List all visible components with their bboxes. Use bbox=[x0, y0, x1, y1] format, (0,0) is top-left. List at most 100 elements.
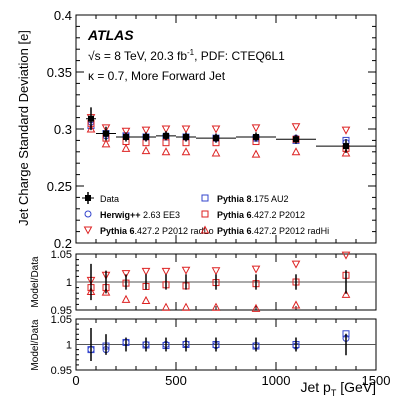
y-tick-label: 0.3 bbox=[54, 122, 72, 137]
legend-label-bold: Pythia 8 bbox=[217, 194, 252, 204]
ratio-point-p6hi bbox=[291, 300, 301, 309]
ratio-point-p6hi bbox=[251, 303, 261, 312]
data-point bbox=[213, 135, 219, 142]
point-p6hi bbox=[211, 148, 221, 157]
info-line-1: √s = 8 TeV, 20.3 fb-1, PDF: CTEQ6L1 bbox=[88, 48, 285, 63]
data-point bbox=[293, 136, 299, 143]
ratio-point-p6lo bbox=[211, 267, 221, 276]
legend-label-rest: Data bbox=[100, 194, 119, 204]
ratio-point-p6hi bbox=[181, 302, 191, 311]
legend: Data Pythia 8.175 AU2 Herwig++ 2.63 EE3 Pyt… bbox=[82, 192, 329, 236]
ratio-point-p6hi bbox=[101, 287, 111, 296]
legend-label: Pythia 8.175 AU2 bbox=[217, 194, 289, 204]
ratio-tick-label: 0.95 bbox=[51, 365, 72, 377]
legend-label-rest: .427.2 P2012 radLo bbox=[135, 226, 214, 236]
ratio-tick-label: 1.05 bbox=[51, 314, 72, 326]
point-p6hi bbox=[251, 149, 261, 158]
point-p6hi bbox=[121, 143, 131, 152]
legend-marker-herwig bbox=[84, 210, 92, 218]
point-p6hi bbox=[86, 124, 96, 133]
legend-label-rest: .175 AU2 bbox=[252, 194, 289, 204]
ratio-tick-label: 1.05 bbox=[51, 249, 72, 261]
point-p6lo bbox=[251, 124, 261, 133]
axis-ticks: 0 500 1000 15000.20.250.30.350.40.9511.050.… bbox=[47, 8, 391, 388]
data-point bbox=[343, 143, 349, 150]
ratio-point-p6lo bbox=[141, 267, 151, 276]
ratio-point-p6lo bbox=[291, 260, 301, 269]
point-p6lo bbox=[121, 127, 131, 136]
data-marks bbox=[86, 107, 376, 362]
point-p6lo bbox=[291, 123, 301, 132]
ratio2-y-label: Model/Data bbox=[30, 319, 41, 371]
point-p6lo bbox=[211, 125, 221, 134]
point-p6hi bbox=[161, 147, 171, 156]
info-line-1-sup: -1 bbox=[187, 48, 195, 57]
data-point bbox=[88, 115, 94, 122]
x-tick-label: 1000 bbox=[262, 373, 291, 388]
legend-label-bold: Pythia 6 bbox=[217, 226, 252, 236]
point-p6lo bbox=[181, 125, 191, 134]
x-tick-label: 0 bbox=[72, 373, 79, 388]
info-line-1-suffix: , PDF: CTEQ6L1 bbox=[194, 49, 285, 63]
y-tick-label: 0.2 bbox=[54, 236, 72, 251]
ratio-tick-label: 0.95 bbox=[51, 305, 72, 317]
ratio-tick-label: 1 bbox=[66, 277, 72, 289]
point-p6lo bbox=[101, 124, 111, 133]
x-axis-label-sub: T bbox=[331, 388, 337, 398]
point-p6hi bbox=[141, 146, 151, 155]
ratio-point-p6lo bbox=[341, 251, 351, 260]
ratio-point-p6hi bbox=[121, 294, 131, 303]
legend-label-bold: Pythia 6 bbox=[100, 226, 135, 236]
point-p6 bbox=[162, 139, 170, 147]
legend-marker-p6lo bbox=[83, 226, 93, 235]
info-line-1-prefix: √s = 8 TeV, 20.3 fb bbox=[88, 49, 187, 63]
info-line-2: κ = 0.7, More Forward Jet bbox=[88, 69, 226, 83]
y-axis-label: Jet Charge Standard Deviation [e] bbox=[16, 30, 31, 226]
legend-marker-p6hi bbox=[200, 225, 210, 234]
legend-label: Herwig++ 2.63 EE3 bbox=[100, 210, 180, 220]
x-axis-label: Jet pT [GeV] bbox=[300, 379, 376, 398]
ratio-point-p6hi bbox=[211, 302, 221, 311]
ratio-point-p6hi bbox=[161, 302, 171, 311]
point-p6lo bbox=[161, 125, 171, 134]
point-p6hi bbox=[101, 139, 111, 148]
point-p6hi bbox=[181, 147, 191, 156]
data-point bbox=[253, 133, 259, 140]
legend-marker-data bbox=[85, 195, 91, 201]
legend-marker-pythia8 bbox=[201, 194, 209, 202]
legend-label: Data bbox=[100, 194, 119, 204]
point-p6hi bbox=[341, 148, 351, 157]
x-axis-label-main: Jet p bbox=[300, 379, 331, 395]
data-point bbox=[103, 130, 109, 137]
ratio-point-p6lo bbox=[251, 265, 261, 274]
ratio-point-p6hi bbox=[341, 289, 351, 298]
x-tick-label: 1500 bbox=[362, 373, 391, 388]
legend-label: Pythia 6.427.2 P2012 radLo bbox=[100, 226, 214, 236]
y-tick-label: 0.25 bbox=[47, 179, 72, 194]
data-point bbox=[183, 133, 189, 140]
legend-marker-p6 bbox=[201, 210, 209, 218]
legend-label: Pythia 6.427.2 P2012 radHi bbox=[217, 226, 329, 236]
point-p6lo bbox=[341, 126, 351, 135]
data-point bbox=[143, 133, 149, 140]
legend-label-rest: 2.63 EE3 bbox=[141, 210, 181, 220]
legend-label-bold: Pythia 6 bbox=[217, 210, 252, 220]
data-point bbox=[163, 132, 169, 139]
x-axis-label-unit: [GeV] bbox=[336, 379, 376, 395]
experiment-label: ATLAS bbox=[87, 27, 134, 43]
point-p6lo bbox=[141, 126, 151, 135]
legend-label-rest: .427.2 P2012 bbox=[252, 210, 306, 220]
ratio-point-p6lo bbox=[161, 267, 171, 276]
legend-label: Pythia 6.427.2 P2012 bbox=[217, 210, 305, 220]
ratio-point-p6hi bbox=[141, 295, 151, 304]
y-tick-label: 0.35 bbox=[47, 65, 72, 80]
legend-label-bold: Herwig++ bbox=[100, 210, 141, 220]
legend-label-rest: .427.2 P2012 radHi bbox=[252, 226, 330, 236]
ratio-point-p6lo bbox=[121, 270, 131, 279]
ratio1-y-label: Model/Data bbox=[30, 256, 41, 308]
ratio-tick-label: 1 bbox=[66, 340, 72, 352]
ratio-point-p6lo bbox=[181, 266, 191, 275]
data-point bbox=[123, 133, 129, 140]
